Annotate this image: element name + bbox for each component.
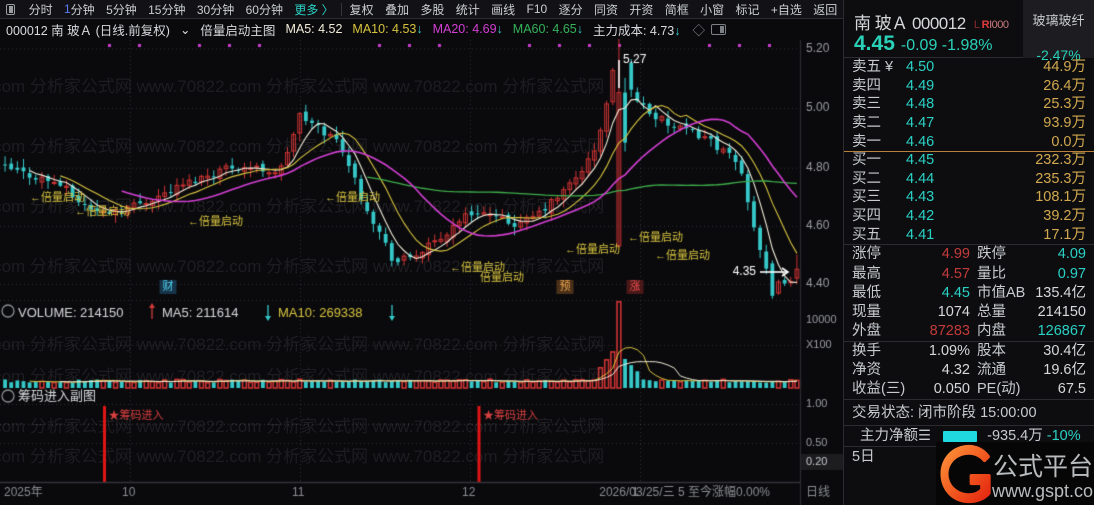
svg-text:www.gspt.com: www.gspt.com	[991, 481, 1094, 501]
svg-text:公式平台: 公式平台	[993, 453, 1093, 481]
